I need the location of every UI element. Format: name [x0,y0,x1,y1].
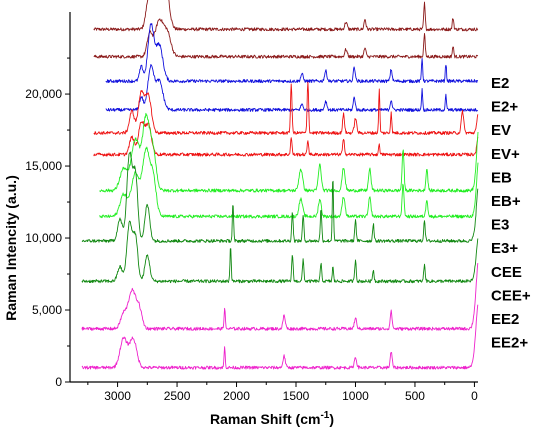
spectrum-e2-plus [93,18,479,59]
series-label-cee-plus: CEE+ [491,287,531,304]
series-label-eb-plus: EB+ [491,193,521,210]
series-label-e3: E3 [491,217,509,234]
y-tick-label: 5,000 [32,303,62,317]
x-tick-label: 2500 [164,389,191,403]
spectrum-e3 [99,112,479,193]
spectrum-ee2-plus [81,304,479,370]
spectrum-cee [81,151,479,243]
series-label-cee: CEE [491,264,522,281]
series-label-e2: E2 [491,75,509,92]
x-axis: 3000 2500 2000 1500 1000 500 0 [70,381,478,403]
spectrum-ee2 [81,263,479,331]
series-label-e3-plus: E3+ [491,240,518,257]
x-tick-label: 0 [471,389,478,403]
series-label-ev: EV [491,122,511,139]
spectrum-eb [93,81,479,135]
series-label-ee2: EE2 [491,311,519,328]
series-label-ev-plus: EV+ [491,146,520,163]
spectrum-e3-plus [99,146,479,219]
x-tick-label: 1500 [283,389,310,403]
y-tick-label: 10,000 [25,231,62,245]
series-label-eb: EB [491,169,512,186]
spectrum-eb-plus [93,120,479,157]
y-tick-label: 15,000 [25,159,62,173]
y-tick-label: 20,000 [25,87,62,101]
y-axis-title: Raman Intencity (a.u.) [3,175,19,320]
spectrum-cee-plus [81,220,479,284]
series-labels: E2 E2+ EV EV+ EB EB+ E3 E3+ CEE CEE+ EE2 EE2+ [491,75,531,352]
spectra [81,0,479,370]
y-axis: 0 5,000 10,000 15,000 20,000 [25,12,71,389]
y-tick-label: 0 [55,375,62,389]
x-tick-label: 500 [405,389,425,403]
x-tick-label: 3000 [104,389,131,403]
spectrum-e2 [93,0,479,32]
x-axis-title: Raman Shift (cm-1) [210,410,334,427]
spectrum-ev [105,23,479,84]
series-label-e2-plus: E2+ [491,99,518,116]
x-tick-label: 1000 [342,389,369,403]
series-label-ee2-plus: EE2+ [491,335,528,352]
x-tick-label: 2000 [223,389,250,403]
